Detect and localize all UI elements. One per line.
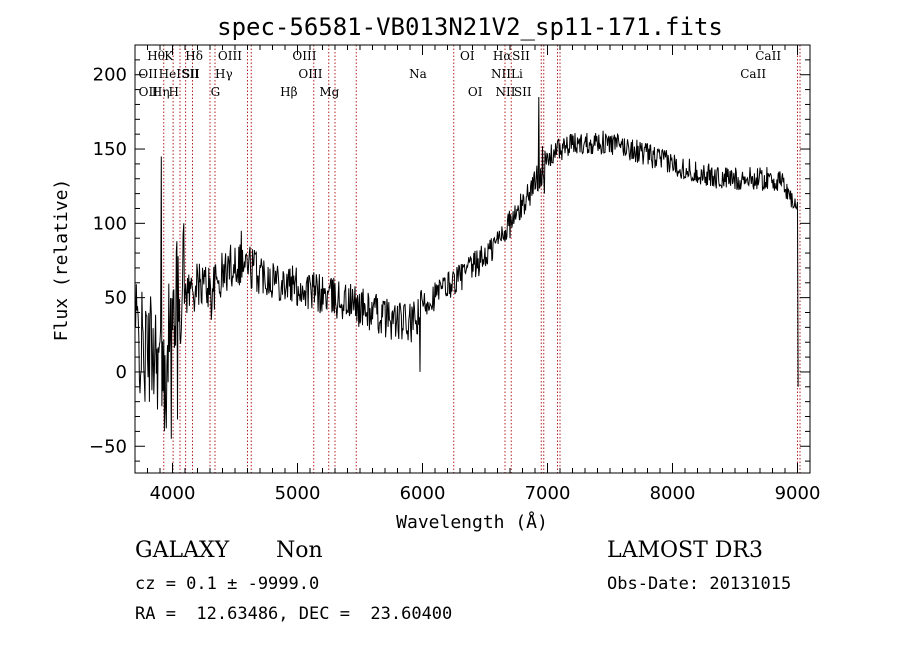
y-tick-label: 0 bbox=[116, 362, 127, 383]
line-label: Mg bbox=[319, 85, 339, 99]
y-tick-label: 200 bbox=[93, 65, 127, 86]
axis-ticks: 4000 5000 6000 7000 8000 9000 −50 0 50 100 150 200 bbox=[89, 44, 821, 504]
coordinates-text: RA = 12.63486, DEC = 23.60400 bbox=[135, 604, 453, 624]
x-tick-label: 8000 bbox=[650, 483, 696, 504]
line-label: SII bbox=[182, 67, 200, 81]
x-tick-label: 9000 bbox=[775, 483, 821, 504]
line-label: Hθ bbox=[147, 49, 165, 63]
chart-title: spec-56581-VB013N21V2_sp11-171.fits bbox=[217, 13, 723, 41]
object-subclass: Non bbox=[276, 538, 323, 563]
line-label: OII bbox=[139, 85, 159, 99]
line-label: SII bbox=[512, 49, 530, 63]
y-tick-label: 100 bbox=[93, 213, 127, 234]
x-axis-label: Wavelength (Å) bbox=[396, 511, 548, 533]
y-tick-label: 50 bbox=[104, 288, 127, 309]
x-tick-label: 5000 bbox=[275, 483, 321, 504]
line-label: OIII bbox=[218, 49, 242, 63]
line-label: HeI bbox=[159, 67, 182, 81]
line-label: NII bbox=[491, 67, 511, 81]
line-label: CaII bbox=[755, 49, 781, 63]
line-label: Hγ bbox=[215, 67, 233, 81]
y-axis-label: Flux (relative) bbox=[51, 179, 72, 342]
line-label: OII bbox=[138, 67, 158, 81]
line-label: CaII bbox=[740, 67, 766, 81]
x-tick-label: 7000 bbox=[525, 483, 571, 504]
line-label: Na bbox=[409, 67, 427, 81]
line-label: OI bbox=[468, 85, 483, 99]
plot-frame bbox=[134, 44, 811, 474]
y-tick-label: −50 bbox=[89, 436, 127, 457]
line-label: K bbox=[164, 49, 174, 63]
obs-date: Obs-Date: 20131015 bbox=[607, 574, 792, 594]
line-label: H bbox=[169, 85, 179, 99]
line-label: OIII bbox=[292, 49, 316, 63]
survey-name: LAMOST DR3 bbox=[607, 538, 763, 563]
object-class: GALAXY bbox=[135, 538, 230, 563]
line-label: Hβ bbox=[280, 85, 297, 99]
line-label: NII bbox=[496, 85, 516, 99]
line-label: Hδ bbox=[185, 49, 203, 63]
line-label: SII bbox=[181, 67, 199, 81]
x-tick-label: 4000 bbox=[150, 483, 196, 504]
line-label: Hη bbox=[152, 85, 170, 99]
y-tick-label: 150 bbox=[93, 139, 127, 160]
line-label: Hα bbox=[493, 49, 512, 63]
redshift-text: cz = 0.1 ± -9999.0 bbox=[135, 574, 320, 594]
line-label: SII bbox=[514, 85, 532, 99]
line-label: OIII bbox=[298, 67, 322, 81]
x-tick-label: 6000 bbox=[400, 483, 446, 504]
line-label: G bbox=[211, 85, 221, 99]
line-label: Li bbox=[511, 67, 523, 81]
line-labels: OIIOIIHθHeIHηKSIIHHδSIIOIIIHγGOIIIOIIIHβ… bbox=[138, 49, 781, 99]
line-markers bbox=[163, 45, 801, 473]
spectrum-line bbox=[134, 96, 799, 439]
spectrum-layer bbox=[134, 96, 799, 439]
line-label: OI bbox=[460, 49, 475, 63]
